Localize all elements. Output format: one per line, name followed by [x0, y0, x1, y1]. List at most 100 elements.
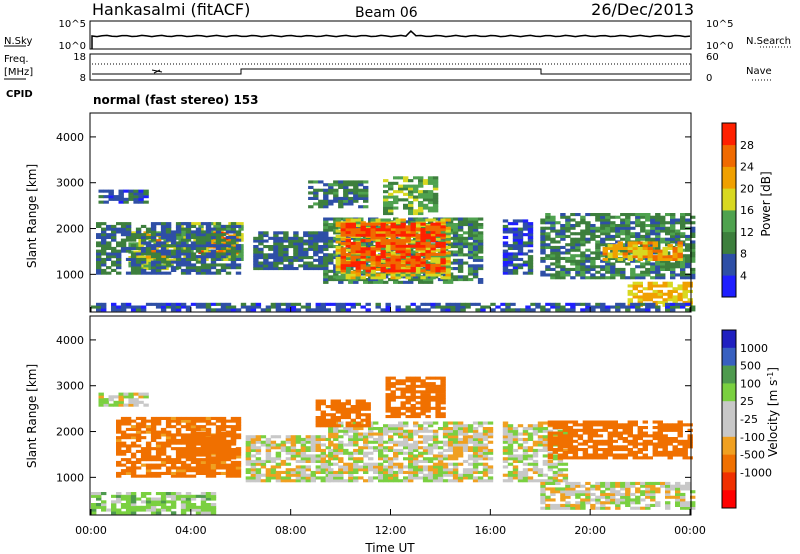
data-cell-13: [580, 262, 586, 266]
data-cell-7: [522, 448, 529, 452]
data-cell-4: [487, 465, 494, 469]
data-cell-7: [467, 256, 474, 260]
data-cell-6: [435, 412, 441, 416]
data-cell-16: [630, 302, 636, 306]
data-cell-3: [250, 476, 257, 480]
data-cell-10: [388, 184, 394, 188]
data-cell-9: [425, 250, 431, 254]
data-cell-10: [432, 195, 439, 199]
data-cell-16: [515, 308, 521, 312]
data-cell-13: [600, 267, 606, 271]
data-cell-13: [565, 248, 571, 252]
data-cell-15: [672, 289, 678, 293]
data-cell-7: [427, 278, 434, 282]
data-cell-14: [627, 246, 633, 250]
data-cell-1: [200, 469, 207, 473]
data-cell-5: [230, 246, 237, 250]
data-cell-15: [657, 300, 663, 304]
data-cell-13: [580, 259, 586, 263]
data-cell-1: [125, 416, 132, 420]
data-cell-4: [358, 451, 364, 455]
data-cell-16: [590, 308, 596, 312]
data-cell-8: [425, 273, 431, 277]
data-cell-6: [390, 376, 396, 380]
data-cell-2: [220, 437, 227, 441]
data-cell-16: [235, 308, 242, 312]
data-cell-4: [457, 451, 464, 455]
data-cell-3: [315, 448, 321, 452]
data-cell-5: [180, 268, 187, 272]
data-cell-3: [300, 473, 307, 477]
data-cell-10: [388, 201, 394, 205]
data-cell-5: [145, 230, 152, 234]
data-cell-1: [125, 458, 132, 462]
power-colorbar-swatch: [722, 166, 736, 189]
data-cell-5: [210, 244, 217, 248]
data-cell-1: [135, 466, 142, 470]
data-cell-9: [435, 233, 441, 237]
data-cell-13: [545, 215, 551, 219]
data-cell-7: [462, 223, 469, 227]
data-cell-9: [430, 225, 436, 229]
data-cell-16: [525, 308, 531, 312]
data-cell-7: [472, 253, 479, 257]
data-cell-11: [343, 180, 349, 184]
data-cell-6: [303, 256, 309, 260]
data-cell-8: [430, 259, 436, 263]
data-cell-6: [435, 398, 441, 402]
data-cell-4: [373, 432, 379, 436]
data-cell-13: [555, 262, 561, 266]
data-cell-5: [120, 224, 127, 228]
data-cell-7: [547, 479, 554, 483]
data-cell-0: [123, 189, 129, 193]
data-cell-4: [413, 454, 419, 458]
data-cell-9: [365, 230, 371, 234]
data-cell-11: [343, 199, 349, 203]
data-cell-16: [270, 302, 277, 306]
data-cell-1: [170, 466, 177, 470]
data-cell-7: [517, 454, 524, 458]
data-cell-6: [268, 253, 274, 257]
data-cell-15: [687, 300, 693, 304]
data-cell-15: [662, 298, 668, 302]
data-cell-16: [385, 305, 391, 309]
data-cell-5: [355, 410, 361, 414]
data-cell-1: [150, 425, 157, 429]
data-cell-5: [330, 413, 336, 417]
data-cell-4: [487, 476, 494, 480]
data-cell-14: [667, 246, 673, 250]
data-cell-4: [383, 457, 389, 461]
data-cell-13: [590, 229, 596, 233]
data-cell-7: [507, 446, 514, 450]
data-cell-4: [442, 468, 449, 472]
data-cell-4: [348, 473, 354, 477]
data-cell-9: [435, 230, 441, 234]
data-cell-16: [575, 302, 581, 306]
data-cell-5: [220, 266, 227, 270]
data-cell-4: [477, 432, 484, 436]
power-colorbar-swatch: [722, 231, 736, 254]
data-cell-5: [175, 230, 182, 234]
data-cell-4: [328, 479, 334, 483]
data-cell-5: [205, 271, 212, 275]
data-cell-7: [562, 448, 569, 452]
data-cell-4: [363, 462, 369, 466]
data-cell-5: [185, 233, 192, 237]
data-cell-6: [293, 236, 299, 240]
data-cell-16: [175, 305, 182, 309]
data-cell-13: [575, 240, 581, 244]
data-cell-9: [370, 233, 376, 237]
data-cell-13: [575, 243, 581, 247]
data-cell-6: [258, 239, 264, 243]
data-cell-1: [145, 452, 152, 456]
data-cell-6: [405, 390, 411, 394]
data-cell-4: [383, 429, 389, 433]
data-cell-1: [145, 447, 152, 451]
data-cell-13: [555, 270, 561, 274]
data-cell-1: [125, 419, 132, 423]
data-cell-11: [363, 196, 369, 200]
data-cell-9: [400, 252, 406, 256]
data-cell-16: [410, 308, 416, 312]
data-cell-1: [140, 447, 147, 451]
